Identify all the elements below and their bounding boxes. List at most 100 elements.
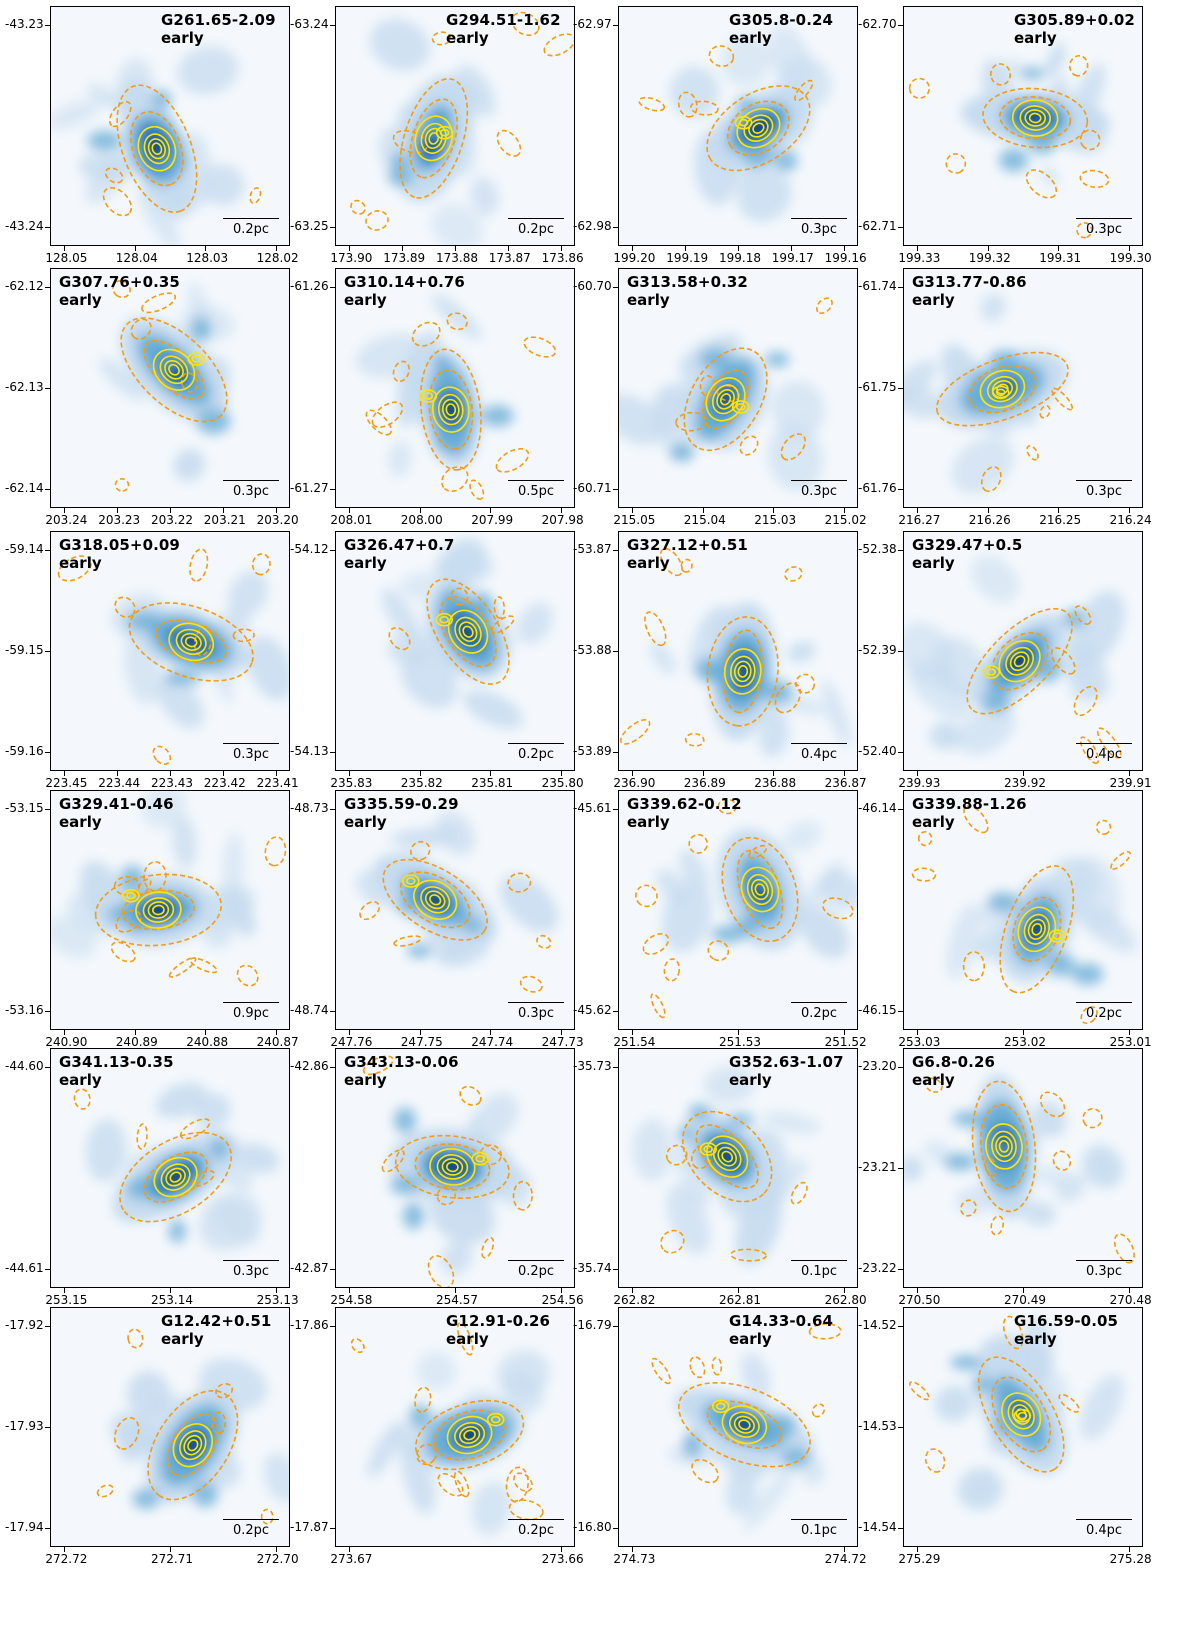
y-tick-mark	[330, 25, 335, 27]
scale-bar-line	[791, 480, 847, 481]
y-tick-label: -23.22	[858, 1260, 897, 1275]
evolution-stage-label: early	[1014, 1330, 1057, 1348]
scale-bar: 0.2pc	[508, 743, 564, 762]
x-tick-mark	[632, 1547, 634, 1552]
y-tick-label: -42.87	[290, 1260, 329, 1275]
y-tick-label: -52.40	[858, 743, 897, 758]
x-tick-mark	[170, 771, 171, 776]
scale-bar: 0.3pc	[223, 1260, 279, 1279]
map-panel: G307.76+0.35 early 0.3pc	[50, 268, 290, 508]
x-tick-label: 173.89	[383, 251, 426, 265]
scale-bar-line	[1076, 1519, 1132, 1520]
scale-bar: 0.3pc	[791, 480, 847, 499]
y-tick-mark	[898, 388, 903, 389]
x-tick-label: 240.88	[186, 1035, 229, 1049]
x-tick-label: 199.16	[824, 251, 867, 265]
y-tick-mark	[898, 488, 903, 490]
scale-bar-line	[508, 1002, 564, 1003]
map-panel: G294.51-1.62 early 0.2pc	[335, 6, 575, 246]
x-tick-label: 215.03	[754, 513, 797, 527]
y-tick-label: -62.12	[5, 279, 44, 294]
scale-bar-label: 0.2pc	[232, 1523, 270, 1538]
x-tick-label: 203.24	[45, 513, 88, 527]
x-tick-mark	[632, 1030, 634, 1035]
x-tick-mark	[917, 771, 919, 776]
emission-map	[355, 811, 559, 993]
emission-map	[57, 548, 289, 765]
scale-bar-line	[791, 743, 847, 744]
x-tick-mark	[507, 246, 509, 251]
x-tick-label: 208.01	[330, 513, 373, 527]
x-tick-label: 223.45	[45, 776, 88, 790]
x-tick-label: 254.58	[330, 1293, 373, 1307]
evolution-stage-label: early	[912, 1071, 955, 1089]
x-tick-label: 247.74	[471, 1035, 514, 1049]
y-tick-mark	[330, 1067, 335, 1069]
fitted-ellipses	[911, 805, 1131, 1025]
y-tick-label: -14.54	[858, 1519, 897, 1534]
map-panel: G16.59-0.05 early 0.4pc	[903, 1307, 1143, 1547]
y-tick-mark	[45, 25, 50, 27]
x-tick-label: 199.33	[898, 251, 941, 265]
scale-bar-line	[508, 1260, 564, 1261]
x-tick-label: 253.01	[1109, 1035, 1152, 1049]
scale-bar-line	[223, 480, 279, 481]
map-panel: G6.8-0.26 early 0.3pc	[903, 1048, 1143, 1288]
map-panel: G313.58+0.32 early 0.3pc	[618, 268, 858, 508]
x-tick-label: 239.92	[1004, 776, 1046, 790]
x-tick-mark	[843, 1030, 845, 1035]
x-tick-label: 207.98	[541, 513, 584, 527]
y-tick-label: -52.39	[858, 643, 897, 657]
evolution-stage-label: early	[627, 554, 670, 572]
x-tick-mark	[117, 771, 119, 776]
x-tick-label: 223.42	[203, 776, 246, 790]
intensity-contours	[168, 622, 215, 662]
y-tick-mark	[330, 226, 335, 228]
intensity-contours	[740, 866, 780, 913]
y-tick-label: -61.75	[858, 380, 897, 394]
intensity-contours	[1001, 1392, 1042, 1437]
map-panel: G352.63-1.07 early 0.1pc	[618, 1048, 858, 1288]
scale-bar: 0.3pc	[1076, 218, 1132, 237]
emission-map	[350, 11, 574, 245]
intensity-contours	[734, 107, 781, 149]
intensity-contours	[153, 1156, 198, 1198]
x-tick-label: 254.57	[436, 1293, 478, 1307]
x-tick-mark	[419, 1030, 421, 1035]
y-tick-label: -61.27	[290, 480, 329, 495]
y-tick-mark	[613, 1067, 618, 1069]
x-tick-mark	[117, 508, 119, 513]
fitted-ellipses	[365, 312, 557, 500]
x-tick-label: 128.03	[186, 251, 229, 265]
scale-bar-label: 0.1pc	[800, 1264, 838, 1279]
y-tick-label: -43.24	[5, 218, 44, 233]
map-panel: G341.13-0.35 early 0.3pc	[50, 1048, 290, 1288]
panel-title: G14.33-0.64	[729, 1312, 834, 1330]
fitted-ellipses	[635, 798, 854, 1019]
scale-bar: 0.3pc	[791, 218, 847, 237]
y-tick-mark	[613, 1326, 618, 1328]
panel-title: G261.65-2.09	[161, 11, 276, 29]
map-panel: G339.62-0.12 early 0.2pc	[618, 790, 858, 1030]
evolution-stage-label: early	[627, 813, 670, 831]
emission-map	[904, 555, 1125, 765]
x-tick-label: 215.05	[613, 513, 656, 527]
x-tick-mark	[632, 771, 634, 776]
y-tick-label: -61.74	[858, 279, 897, 294]
y-tick-mark	[613, 1010, 618, 1012]
y-tick-mark	[45, 226, 50, 228]
y-tick-label: -53.88	[573, 643, 612, 657]
map-panel: G339.88-1.26 early 0.2pc	[903, 790, 1143, 1030]
y-tick-mark	[330, 751, 335, 753]
x-tick-mark	[170, 1547, 171, 1552]
map-panel: G12.91-0.26 early 0.2pc	[335, 1307, 575, 1547]
intensity-contours	[982, 640, 1041, 683]
x-tick-mark	[349, 508, 351, 513]
evolution-stage-label: early	[729, 1071, 772, 1089]
panel-title: G310.14+0.76	[344, 273, 465, 291]
scale-bar: 0.3pc	[223, 743, 279, 762]
x-tick-mark	[738, 246, 739, 251]
x-tick-mark	[64, 1288, 66, 1293]
evolution-stage-label: early	[627, 291, 670, 309]
x-tick-label: 173.86	[541, 251, 584, 265]
